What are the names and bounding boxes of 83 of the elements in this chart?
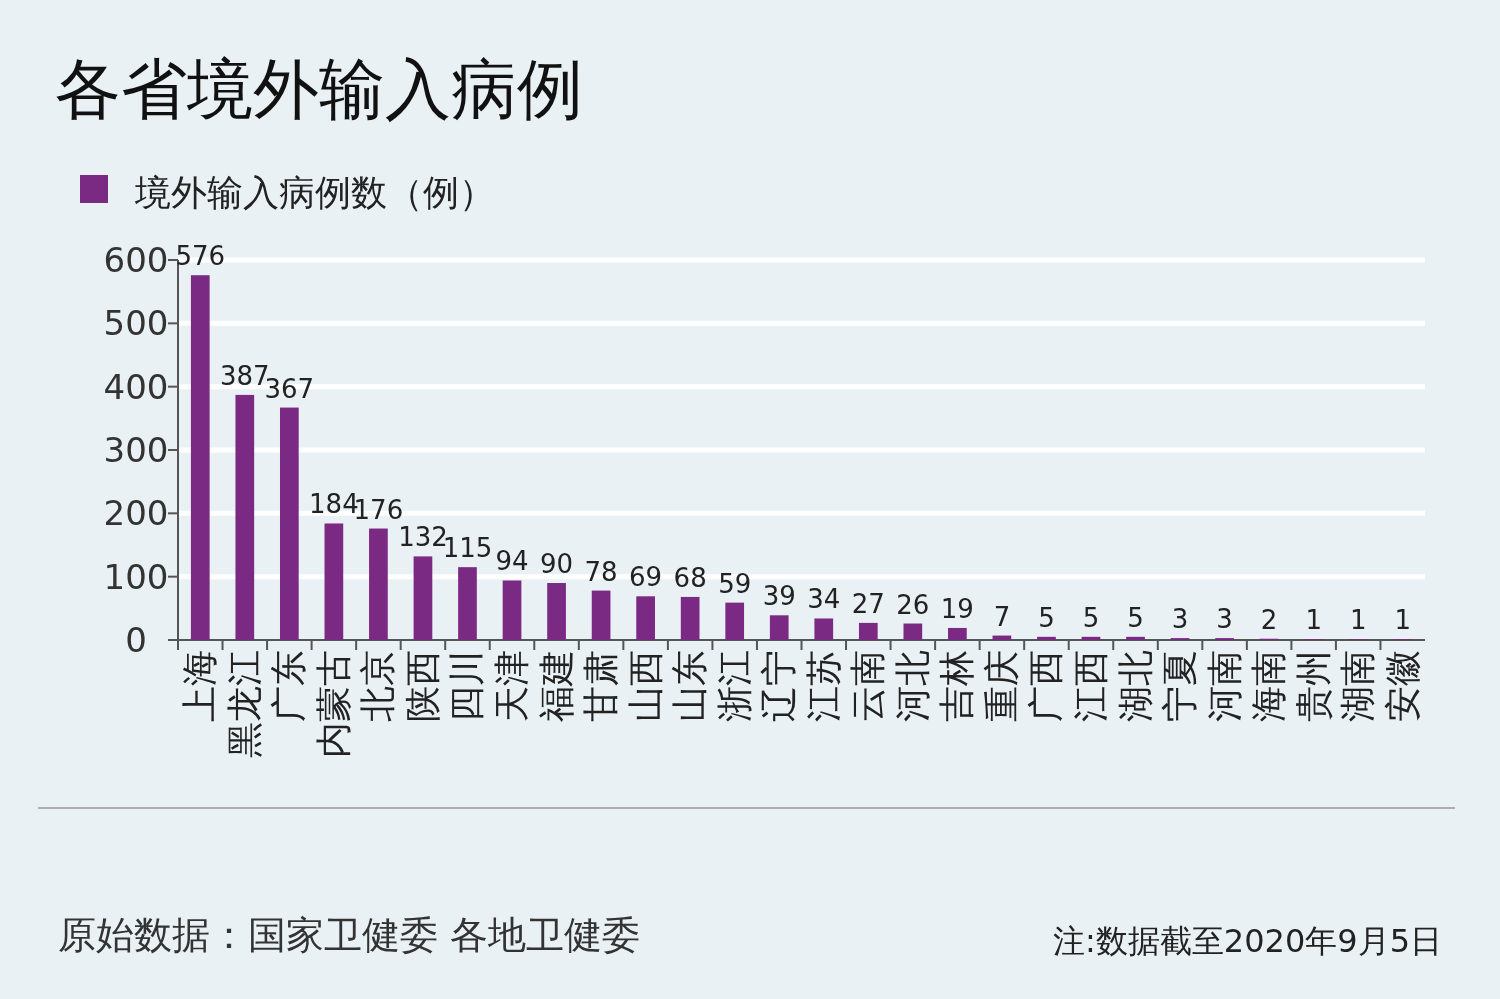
- data-label: 34: [807, 584, 841, 615]
- x-tick-label: 河南: [1203, 650, 1245, 722]
- data-label: 5: [1082, 602, 1100, 633]
- x-tick-label: 四川: [446, 650, 488, 722]
- x-tick-label: 福建: [535, 650, 577, 722]
- data-label: 27: [851, 588, 885, 619]
- x-tick-label: 甘肃: [580, 650, 622, 722]
- bar: [725, 602, 745, 640]
- x-tick-label: 陕西: [401, 650, 443, 722]
- bar: [324, 523, 344, 640]
- x-tick-label: 宁夏: [1159, 650, 1201, 722]
- x-tick-label: 江西: [1069, 650, 1111, 722]
- data-label: 78: [584, 556, 618, 587]
- data-label: 1: [1394, 605, 1412, 636]
- x-tick-label: 湖北: [1114, 650, 1156, 722]
- x-tick-label: 河北: [891, 650, 933, 722]
- y-tick-label: 500: [103, 303, 169, 344]
- x-tick-label: 吉林: [936, 650, 978, 722]
- x-tick-label: 贵州: [1292, 650, 1334, 722]
- data-label: 5: [1127, 602, 1144, 633]
- data-label: 3: [1171, 604, 1189, 635]
- y-tick-label: 200: [103, 493, 169, 534]
- y-tick-label: 600: [103, 240, 169, 280]
- data-label: 59: [718, 568, 752, 599]
- y-tick-label: 100: [103, 556, 169, 597]
- data-label: 90: [540, 549, 574, 579]
- y-tick-label: 300: [103, 430, 169, 470]
- data-label: 68: [673, 562, 707, 593]
- text: 注:数据截至2020年9月5日: [1053, 922, 1442, 960]
- y-tick-label: 0: [125, 620, 147, 660]
- data-label: 94: [495, 546, 529, 577]
- bar: [1081, 636, 1101, 640]
- bar: [279, 407, 299, 640]
- data-label: 19: [940, 593, 974, 624]
- data-label: 3: [1216, 604, 1233, 635]
- bar: [903, 623, 923, 640]
- data-label: 7: [993, 601, 1011, 632]
- x-tick-label: 重庆: [980, 650, 1022, 722]
- data-label: 1: [1349, 605, 1367, 636]
- data-label: 69: [629, 562, 663, 593]
- x-tick-label: 山西: [624, 650, 666, 722]
- bar: [591, 590, 611, 640]
- bar: [413, 556, 433, 640]
- legend-label: 境外输入病例数（例）: [134, 172, 495, 213]
- bar: [769, 615, 789, 640]
- bar: [458, 567, 477, 640]
- data-label: 576: [175, 241, 226, 272]
- text: 原始数据：国家卫健委 各地卫健委: [58, 913, 641, 957]
- x-tick-label: 浙江: [713, 650, 755, 722]
- data-label: 1: [1305, 605, 1322, 636]
- data-label: 39: [762, 581, 796, 612]
- x-tick-label: 山东: [669, 650, 711, 722]
- bar: [190, 275, 210, 640]
- bar: [814, 618, 834, 640]
- x-tick-label: 广东: [268, 650, 310, 722]
- x-tick-label: 内蒙古: [312, 650, 354, 758]
- x-tick-label: 湖南: [1337, 650, 1379, 722]
- data-label: 5: [1038, 602, 1055, 633]
- x-tick-label: 上海: [179, 650, 221, 722]
- x-tick-label: 北京: [357, 650, 399, 722]
- bar: [235, 394, 255, 640]
- x-tick-label: 黑龙江: [223, 650, 265, 758]
- bar: [636, 596, 655, 640]
- chart-title: 各省境外输入病例: [55, 51, 583, 128]
- bar: [858, 622, 878, 640]
- x-tick-label: 安徽: [1381, 650, 1423, 722]
- bar: [948, 627, 967, 640]
- y-tick-label: 400: [103, 366, 169, 407]
- x-tick-label: 云南: [847, 650, 889, 722]
- data-label: 367: [264, 373, 315, 404]
- bar: [547, 583, 566, 640]
- bar: [369, 528, 388, 640]
- x-tick-label: 广西: [1025, 650, 1067, 722]
- bar: [680, 596, 700, 640]
- data-label: 26: [896, 589, 930, 620]
- bar: [1126, 636, 1145, 640]
- x-tick-label: 天津: [491, 650, 533, 722]
- x-tick-label: 江苏: [802, 650, 844, 722]
- bar: [1037, 636, 1056, 640]
- x-tick-label: 辽宁: [758, 650, 800, 722]
- x-tick-label: 海南: [1248, 650, 1290, 722]
- bar: [502, 580, 522, 640]
- data-label: 2: [1260, 604, 1278, 635]
